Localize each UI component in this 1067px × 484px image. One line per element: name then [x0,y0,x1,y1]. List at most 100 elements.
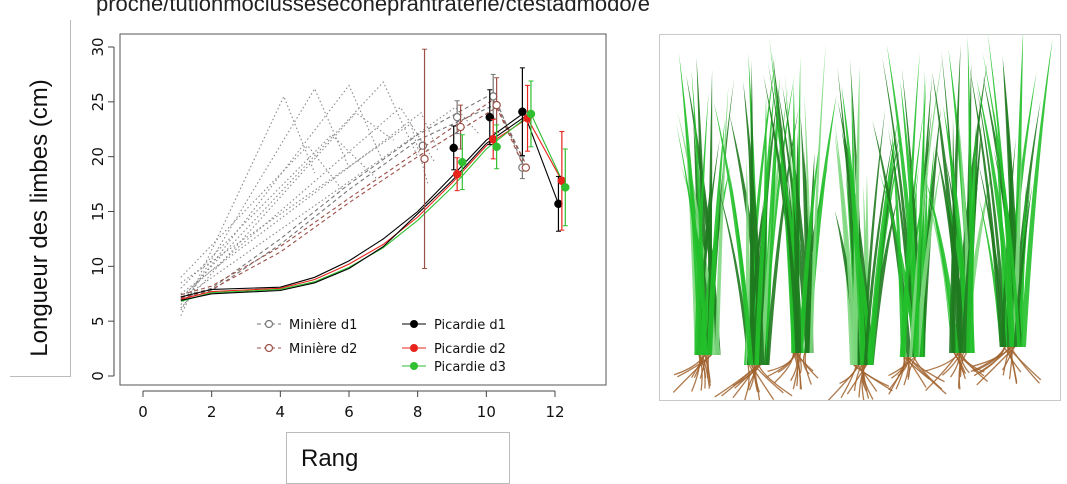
brown-root-leaf [734,364,761,389]
data-point [488,134,498,144]
wheat-leaf [706,119,725,355]
brown-root-leaf [804,352,812,385]
wheat-leaf [914,162,942,357]
brown-root-leaf [959,352,970,374]
x-tick-label: 6 [344,403,354,421]
wheat-leaf [927,184,956,353]
wheat-leaf [765,91,780,365]
legend: Minière d1 Minière d2 Picardie d1 Picardie … [257,318,506,375]
wheat-leaf [769,37,795,354]
wheat-leaf [1013,184,1033,347]
wheat-leaf [900,167,930,357]
y-tick-label: 10 [89,257,107,276]
brown-root-leaf [794,352,802,389]
wheat-leaf [943,104,971,354]
brown-root-leaf [891,356,909,379]
wheat-leaf [834,122,857,366]
brown-root-leaf [925,352,959,392]
x-tick-label: 10 [477,403,496,421]
brown-root-leaf [704,354,709,378]
wheat-leaf [782,186,801,353]
solid-curve [180,117,563,300]
brown-root-leaf [924,352,960,372]
wheat-leaf [678,53,703,355]
data-point [456,122,465,132]
dotted-curve [180,122,429,284]
dashed-curve [180,103,528,300]
data-point [518,107,527,116]
wheat-leaf [754,77,776,366]
dotted-curve [180,111,439,295]
axes: 0 2 4 6 8 10 12 0 5 10 15 20 25 30 [89,37,565,421]
brown-root-leaf [766,352,797,378]
wheat-leaf [749,60,755,365]
brown-root-leaf [714,364,759,398]
wheat-leaf [747,198,764,365]
brown-root-leaf [840,364,857,399]
brown-root-leaf [862,364,870,399]
wheat-leaf [863,136,894,365]
x-tick-label: 8 [413,403,423,421]
data-point [418,141,428,150]
observed-points [418,48,570,270]
wheat-leaf [1020,37,1053,347]
wheat-leaf [765,106,800,365]
data-point [492,142,501,152]
dashed-curve [180,92,525,298]
data-point [458,157,467,167]
legend-label: Picardie d2 [434,342,506,357]
wheat-leaf [809,42,826,353]
solid-curve [180,116,525,301]
brown-root-leaf [979,346,1006,374]
wheat-leaf [701,173,720,355]
brown-root-leaf [798,352,802,374]
simulated-solid-curves [180,111,566,302]
wheat-leaf [691,69,707,356]
wheat-leaf [776,85,809,354]
wheat-leaf [841,84,867,366]
top-caption-text: proche/tutionmoclusseseconeprantraterie/… [96,0,650,16]
y-tick-label: 0 [89,371,107,381]
legend-marker [264,343,274,353]
brown-root-leaf [1002,346,1011,376]
wheat-leaf [798,134,821,353]
y-axis-label: Longueur des limbes (cm) [26,79,53,357]
brown-root-leaf [958,352,965,390]
wheat-leaf [969,64,1004,347]
brown-root-leaf [905,356,927,388]
x-tick-label: 4 [276,403,286,421]
brown-root-leaf [958,352,967,389]
brown-root-leaf [699,354,706,389]
y-tick-label: 30 [89,37,107,56]
brown-root-leaf [858,364,866,398]
legend-marker [410,320,418,328]
dotted-curve [180,133,377,289]
simulated-dotted-curves [180,81,480,316]
brown-root-leaf [750,364,775,400]
legend-marker [410,362,418,370]
data-point [489,92,498,101]
brown-root-leaf [953,352,962,378]
wheat-leaf [966,125,976,353]
brown-root-leaf [853,364,862,391]
x-axis-label: Rang [301,445,359,472]
data-point [526,109,536,119]
brown-root-leaf [839,364,859,385]
wheat-canopy-image [659,34,1061,401]
brown-root-leaf [773,352,795,384]
legend-label: Minière d1 [289,318,357,333]
wheat-leaf [867,117,899,366]
data-point [452,112,462,122]
data-point [485,112,495,122]
data-point [452,169,462,179]
y-tick-label: 25 [89,92,107,111]
brown-root-leaf [895,356,906,390]
wheat-leaf [976,78,1016,347]
y-tick-label: 15 [89,202,107,221]
brown-root-leaf [747,364,750,391]
data-point [561,183,570,192]
legend-label: Picardie d1 [434,318,506,333]
wheat-leaf [982,51,1021,347]
x-tick-label: 12 [545,403,564,421]
